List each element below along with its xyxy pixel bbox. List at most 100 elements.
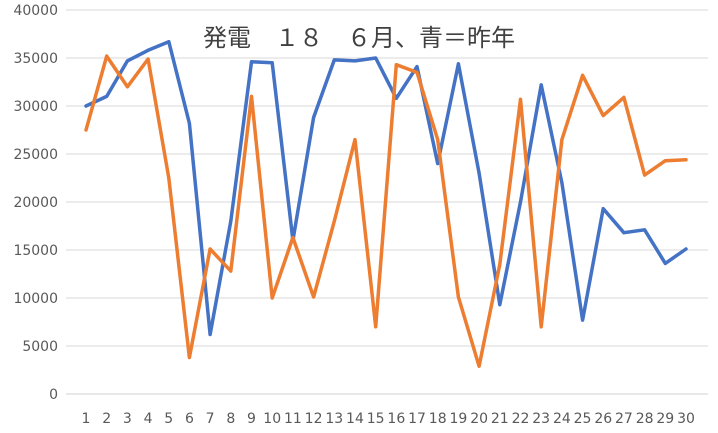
data-point	[312, 295, 316, 299]
y-tick-label: 15000	[13, 243, 58, 259]
data-point	[332, 58, 336, 62]
data-point	[415, 65, 419, 69]
x-tick-label: 23	[532, 411, 550, 427]
data-point	[167, 176, 171, 180]
x-axis-tick-labels: 1 2 3 4 5 6 7 8 9 10 11 12 13 14 15 16 17 18 19 20 21 22 23 24 2…	[82, 411, 695, 427]
series-lines	[84, 39, 688, 368]
y-tick-label: 0	[49, 387, 58, 403]
data-point	[291, 236, 295, 240]
data-point	[601, 114, 605, 118]
data-point	[436, 138, 440, 142]
x-tick-label: 16	[387, 411, 405, 427]
data-point	[312, 116, 316, 120]
y-tick-label: 25000	[13, 147, 58, 163]
data-point	[560, 138, 564, 142]
y-tick-label: 40000	[13, 3, 58, 19]
data-point	[663, 159, 667, 163]
data-point	[415, 70, 419, 74]
data-point	[394, 96, 398, 100]
x-tick-label: 4	[144, 411, 153, 427]
x-tick-label: 11	[284, 411, 302, 427]
data-point	[332, 219, 336, 223]
x-tick-label: 14	[346, 411, 364, 427]
data-point	[105, 54, 109, 58]
series-2	[84, 54, 688, 368]
data-point	[229, 219, 233, 223]
data-point	[208, 247, 212, 251]
data-point	[187, 121, 191, 125]
data-point	[436, 162, 440, 166]
y-tick-label: 10000	[13, 291, 58, 307]
x-tick-label: 6	[185, 411, 194, 427]
data-point	[146, 48, 150, 52]
y-tick-label: 35000	[13, 51, 58, 67]
x-tick-label: 2	[102, 411, 111, 427]
x-tick-label: 7	[206, 411, 215, 427]
x-tick-label: 20	[470, 411, 488, 427]
data-point	[125, 85, 129, 89]
data-point	[456, 62, 460, 66]
data-point	[353, 138, 357, 142]
data-point	[105, 94, 109, 98]
data-point	[477, 364, 481, 368]
x-tick-label: 30	[677, 411, 695, 427]
x-tick-label: 10	[263, 411, 281, 427]
data-point	[477, 171, 481, 175]
y-tick-label: 20000	[13, 195, 58, 211]
data-point	[601, 207, 605, 211]
series-line	[84, 39, 688, 337]
x-tick-label: 12	[305, 411, 323, 427]
data-point	[270, 296, 274, 300]
x-tick-label: 15	[367, 411, 385, 427]
data-point	[353, 59, 357, 63]
x-tick-label: 21	[491, 411, 509, 427]
data-point	[270, 61, 274, 65]
series-line	[84, 54, 688, 368]
data-point	[663, 261, 667, 265]
data-point	[456, 295, 460, 299]
data-point	[394, 63, 398, 67]
x-tick-label: 17	[408, 411, 426, 427]
data-point	[622, 95, 626, 99]
series-1	[84, 39, 688, 337]
data-point	[374, 56, 378, 60]
data-point	[581, 73, 585, 77]
x-tick-label: 26	[594, 411, 612, 427]
data-point	[250, 60, 254, 64]
data-point	[581, 318, 585, 322]
x-tick-label: 28	[636, 411, 654, 427]
x-tick-label: 29	[656, 411, 674, 427]
data-point	[684, 247, 688, 251]
data-point	[84, 128, 88, 132]
x-tick-label: 1	[82, 411, 91, 427]
data-point	[167, 40, 171, 44]
x-tick-label: 5	[164, 411, 173, 427]
x-tick-label: 8	[226, 411, 235, 427]
data-point	[374, 325, 378, 329]
data-point	[643, 228, 647, 232]
data-point	[518, 97, 522, 101]
data-point	[539, 83, 543, 87]
data-point	[498, 262, 502, 266]
x-tick-label: 3	[123, 411, 132, 427]
x-tick-label: 9	[247, 411, 256, 427]
x-tick-label: 19	[449, 411, 467, 427]
data-point	[187, 356, 191, 360]
x-tick-label: 18	[429, 411, 447, 427]
data-point	[208, 332, 212, 336]
data-point	[560, 181, 564, 185]
data-point	[498, 303, 502, 307]
chart-title: 発電 １８ ６月、青＝昨年	[203, 24, 515, 52]
data-point	[125, 59, 129, 63]
x-tick-label: 27	[615, 411, 633, 427]
data-point	[518, 200, 522, 204]
y-tick-label: 30000	[13, 99, 58, 115]
data-point	[146, 57, 150, 61]
data-point	[229, 269, 233, 273]
x-tick-label: 22	[512, 411, 530, 427]
data-point	[622, 231, 626, 235]
data-point	[539, 325, 543, 329]
y-tick-label: 5000	[22, 339, 58, 355]
